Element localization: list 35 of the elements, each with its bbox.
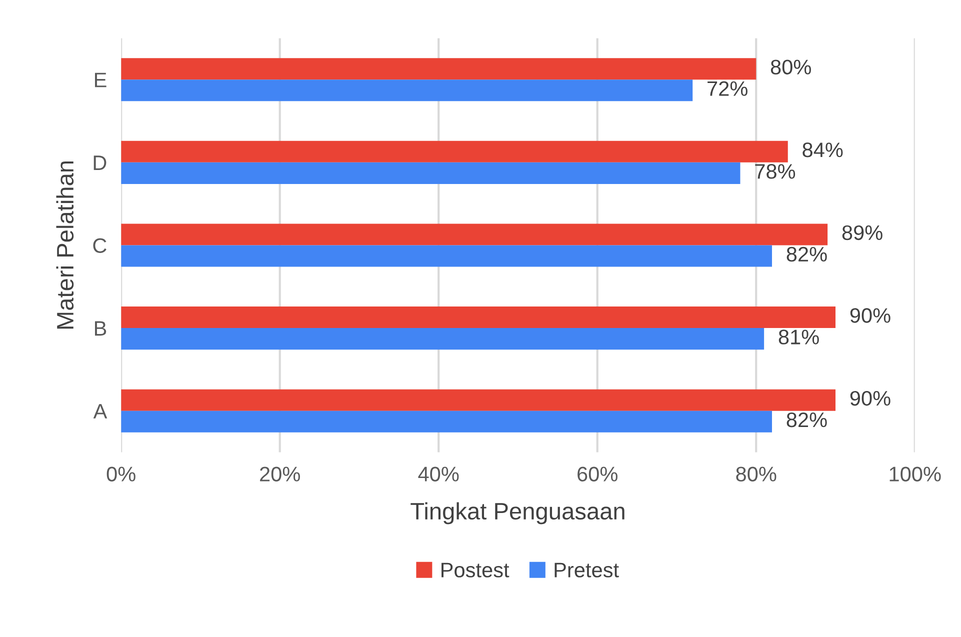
data-label: 72% xyxy=(708,81,748,96)
y-tick-label: D xyxy=(94,156,106,170)
x-tick-label: 20% xyxy=(260,466,300,482)
bar xyxy=(121,80,693,102)
bar xyxy=(121,140,788,162)
x-tick-label: 0% xyxy=(106,466,136,482)
data-label: 82% xyxy=(786,412,827,428)
data-label: 82% xyxy=(786,246,827,262)
bar xyxy=(121,306,836,328)
y-axis-title: Materi Pelatihan xyxy=(56,161,74,329)
data-label: 90% xyxy=(850,390,890,406)
bar xyxy=(121,389,836,411)
bar xyxy=(121,162,740,184)
x-tick-label: 100% xyxy=(890,466,941,482)
data-label: 84% xyxy=(802,142,843,158)
x-tick-label: 80% xyxy=(736,466,776,482)
y-tick-label: A xyxy=(93,404,108,418)
bar xyxy=(121,328,764,350)
legend-label: Postest xyxy=(442,562,510,578)
legend-label: Pretest xyxy=(554,562,619,578)
y-tick-label: C xyxy=(93,238,106,253)
x-axis-title: Tingkat Penguasaan xyxy=(410,502,624,524)
y-tick-label: B xyxy=(95,321,106,336)
bar xyxy=(121,410,772,432)
data-label: 78% xyxy=(755,164,796,179)
bar xyxy=(121,58,756,80)
x-tick-label: 60% xyxy=(578,466,618,482)
x-tick-label: 40% xyxy=(418,466,459,482)
data-label: 81% xyxy=(778,330,819,344)
bar xyxy=(121,224,828,246)
bar xyxy=(121,245,772,267)
y-tick-label: E xyxy=(95,72,106,88)
data-label: 80% xyxy=(770,60,811,74)
data-label: 90% xyxy=(850,308,890,323)
data-label: 89% xyxy=(842,225,882,240)
